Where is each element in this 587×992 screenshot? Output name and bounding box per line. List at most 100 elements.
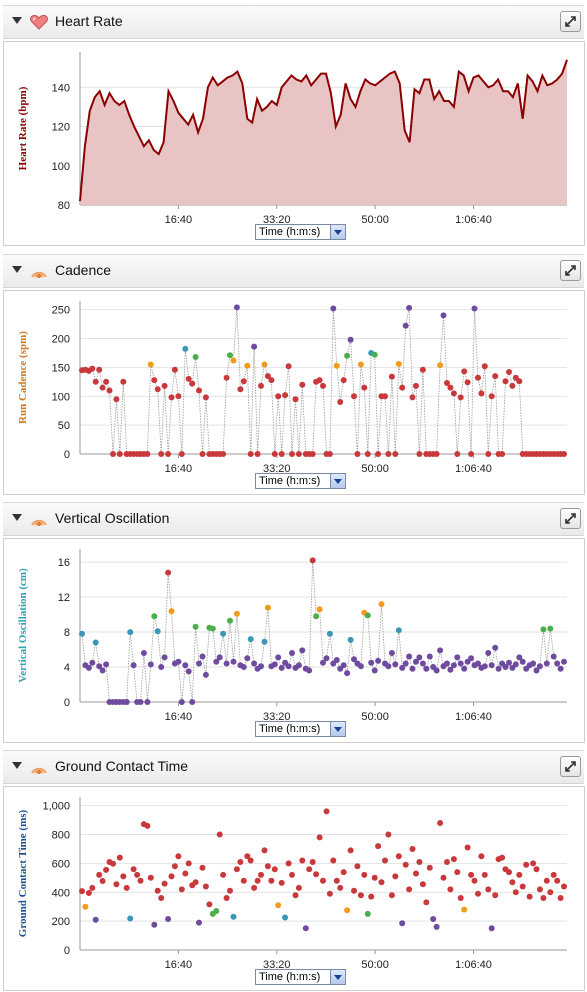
chevron-down-icon	[330, 970, 345, 984]
collapse-toggle[interactable]	[12, 514, 22, 521]
data-point	[254, 877, 261, 884]
data-point	[364, 910, 371, 917]
data-point	[130, 866, 137, 873]
data-point	[344, 670, 351, 677]
data-point	[158, 664, 165, 670]
x-tick-label: 16:40	[165, 463, 193, 475]
y-tick-label: 150	[52, 362, 70, 374]
data-point	[182, 662, 189, 669]
panel-title: Heart Rate	[55, 13, 123, 29]
y-axis-label: Run Cadence (spm)	[17, 331, 29, 424]
data-point	[409, 846, 416, 852]
data-point	[299, 381, 306, 388]
data-point	[199, 864, 206, 871]
data-point	[247, 857, 254, 864]
ground-contact-time-chart: 0 200 400 600 800 1,000 16:40 33:20 50:00 1:06:40…	[17, 797, 567, 971]
collapse-toggle[interactable]	[12, 17, 22, 24]
time-axis-select[interactable]: Time (h:m:s)	[255, 224, 346, 240]
data-point	[402, 861, 409, 868]
data-point	[550, 653, 557, 660]
data-point	[165, 451, 172, 457]
data-point	[375, 451, 382, 457]
collapse-toggle[interactable]	[12, 762, 22, 769]
data-point	[485, 650, 492, 656]
collapse-toggle[interactable]	[12, 266, 22, 273]
data-point	[519, 658, 526, 665]
data-point	[468, 871, 475, 878]
data-point	[450, 856, 457, 863]
data-point	[313, 613, 320, 620]
data-point	[154, 628, 161, 635]
data-point	[144, 822, 151, 829]
data-point	[344, 907, 351, 914]
chevron-down-icon	[330, 722, 345, 736]
data-point	[454, 869, 461, 876]
data-point	[516, 378, 523, 385]
data-point	[333, 362, 340, 369]
data-point	[299, 647, 306, 654]
x-tick-label: 1:06:40	[455, 214, 492, 226]
data-point	[471, 877, 478, 884]
data-point	[171, 863, 178, 870]
data-point	[158, 895, 165, 901]
time-axis-select[interactable]: Time (h:m:s)	[255, 721, 346, 737]
data-point	[388, 892, 395, 899]
data-point	[413, 382, 419, 389]
data-point	[447, 384, 454, 391]
data-point	[536, 886, 543, 893]
data-point	[178, 451, 185, 457]
data-point	[554, 660, 561, 667]
data-point	[554, 877, 561, 884]
data-point	[444, 859, 450, 865]
data-point	[233, 866, 240, 873]
data-point	[547, 625, 554, 632]
data-point	[519, 883, 526, 890]
data-point	[137, 877, 144, 884]
data-point	[378, 879, 385, 886]
data-point	[382, 393, 388, 400]
data-point	[506, 659, 512, 666]
data-point	[543, 660, 550, 667]
expand-button[interactable]	[560, 508, 581, 529]
data-point	[382, 857, 388, 864]
data-point	[485, 886, 492, 893]
data-point	[309, 859, 316, 865]
data-point	[509, 382, 516, 389]
expand-button[interactable]	[560, 11, 581, 32]
time-axis-select[interactable]: Time (h:m:s)	[255, 969, 346, 985]
data-point	[320, 877, 326, 884]
heart-icon	[30, 14, 48, 30]
y-tick-label: 100	[52, 391, 70, 403]
y-tick-label: 4	[64, 662, 70, 674]
data-point	[127, 915, 134, 922]
data-point	[168, 608, 175, 615]
x-tick-label: 50:00	[361, 959, 389, 971]
expand-button[interactable]	[560, 260, 581, 281]
data-point	[361, 384, 368, 391]
data-point	[433, 923, 440, 930]
data-point	[423, 899, 430, 906]
data-point	[120, 378, 127, 385]
data-point	[437, 820, 444, 826]
data-point	[413, 658, 419, 665]
data-point	[285, 860, 292, 867]
data-point	[347, 847, 354, 854]
time-axis-select[interactable]: Time (h:m:s)	[255, 473, 346, 489]
data-point	[113, 396, 120, 403]
data-point	[85, 664, 92, 671]
data-point	[171, 366, 178, 373]
data-point	[392, 873, 399, 880]
data-point	[347, 336, 354, 343]
expand-button[interactable]	[560, 756, 581, 777]
data-point	[233, 610, 240, 617]
data-point	[92, 916, 99, 923]
data-point	[512, 889, 519, 896]
data-point	[337, 884, 344, 891]
data-point	[79, 888, 85, 895]
data-point	[113, 881, 120, 888]
data-point	[419, 660, 426, 667]
data-point	[313, 871, 320, 878]
data-point	[103, 661, 110, 668]
chart-body: 0 200 400 600 800 1,000 16:40 33:20 50:00 1:06:40…	[3, 786, 585, 991]
data-point	[295, 451, 302, 457]
